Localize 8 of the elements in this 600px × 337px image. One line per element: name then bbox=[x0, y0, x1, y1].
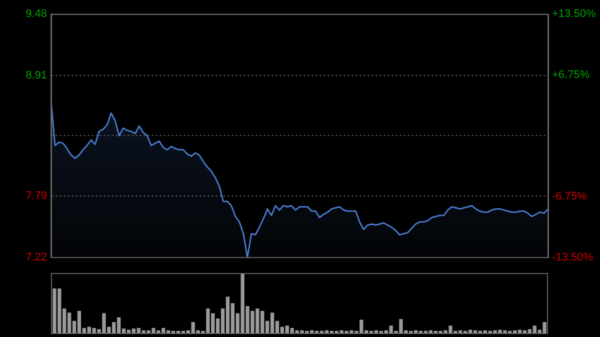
y-tick-label: 9.48 bbox=[26, 8, 47, 20]
y-tick-label: 7.79 bbox=[26, 190, 47, 202]
y2-tick-label: +6.75% bbox=[552, 68, 590, 81]
y-tick-label: 7.22 bbox=[26, 251, 47, 264]
y-tick-label: 8.91 bbox=[26, 69, 47, 82]
y2-tick-label: -13.50% bbox=[552, 251, 594, 264]
y2-tick-label: +13.50% bbox=[552, 8, 596, 20]
y2-tick-label: -6.75% bbox=[552, 190, 588, 203]
